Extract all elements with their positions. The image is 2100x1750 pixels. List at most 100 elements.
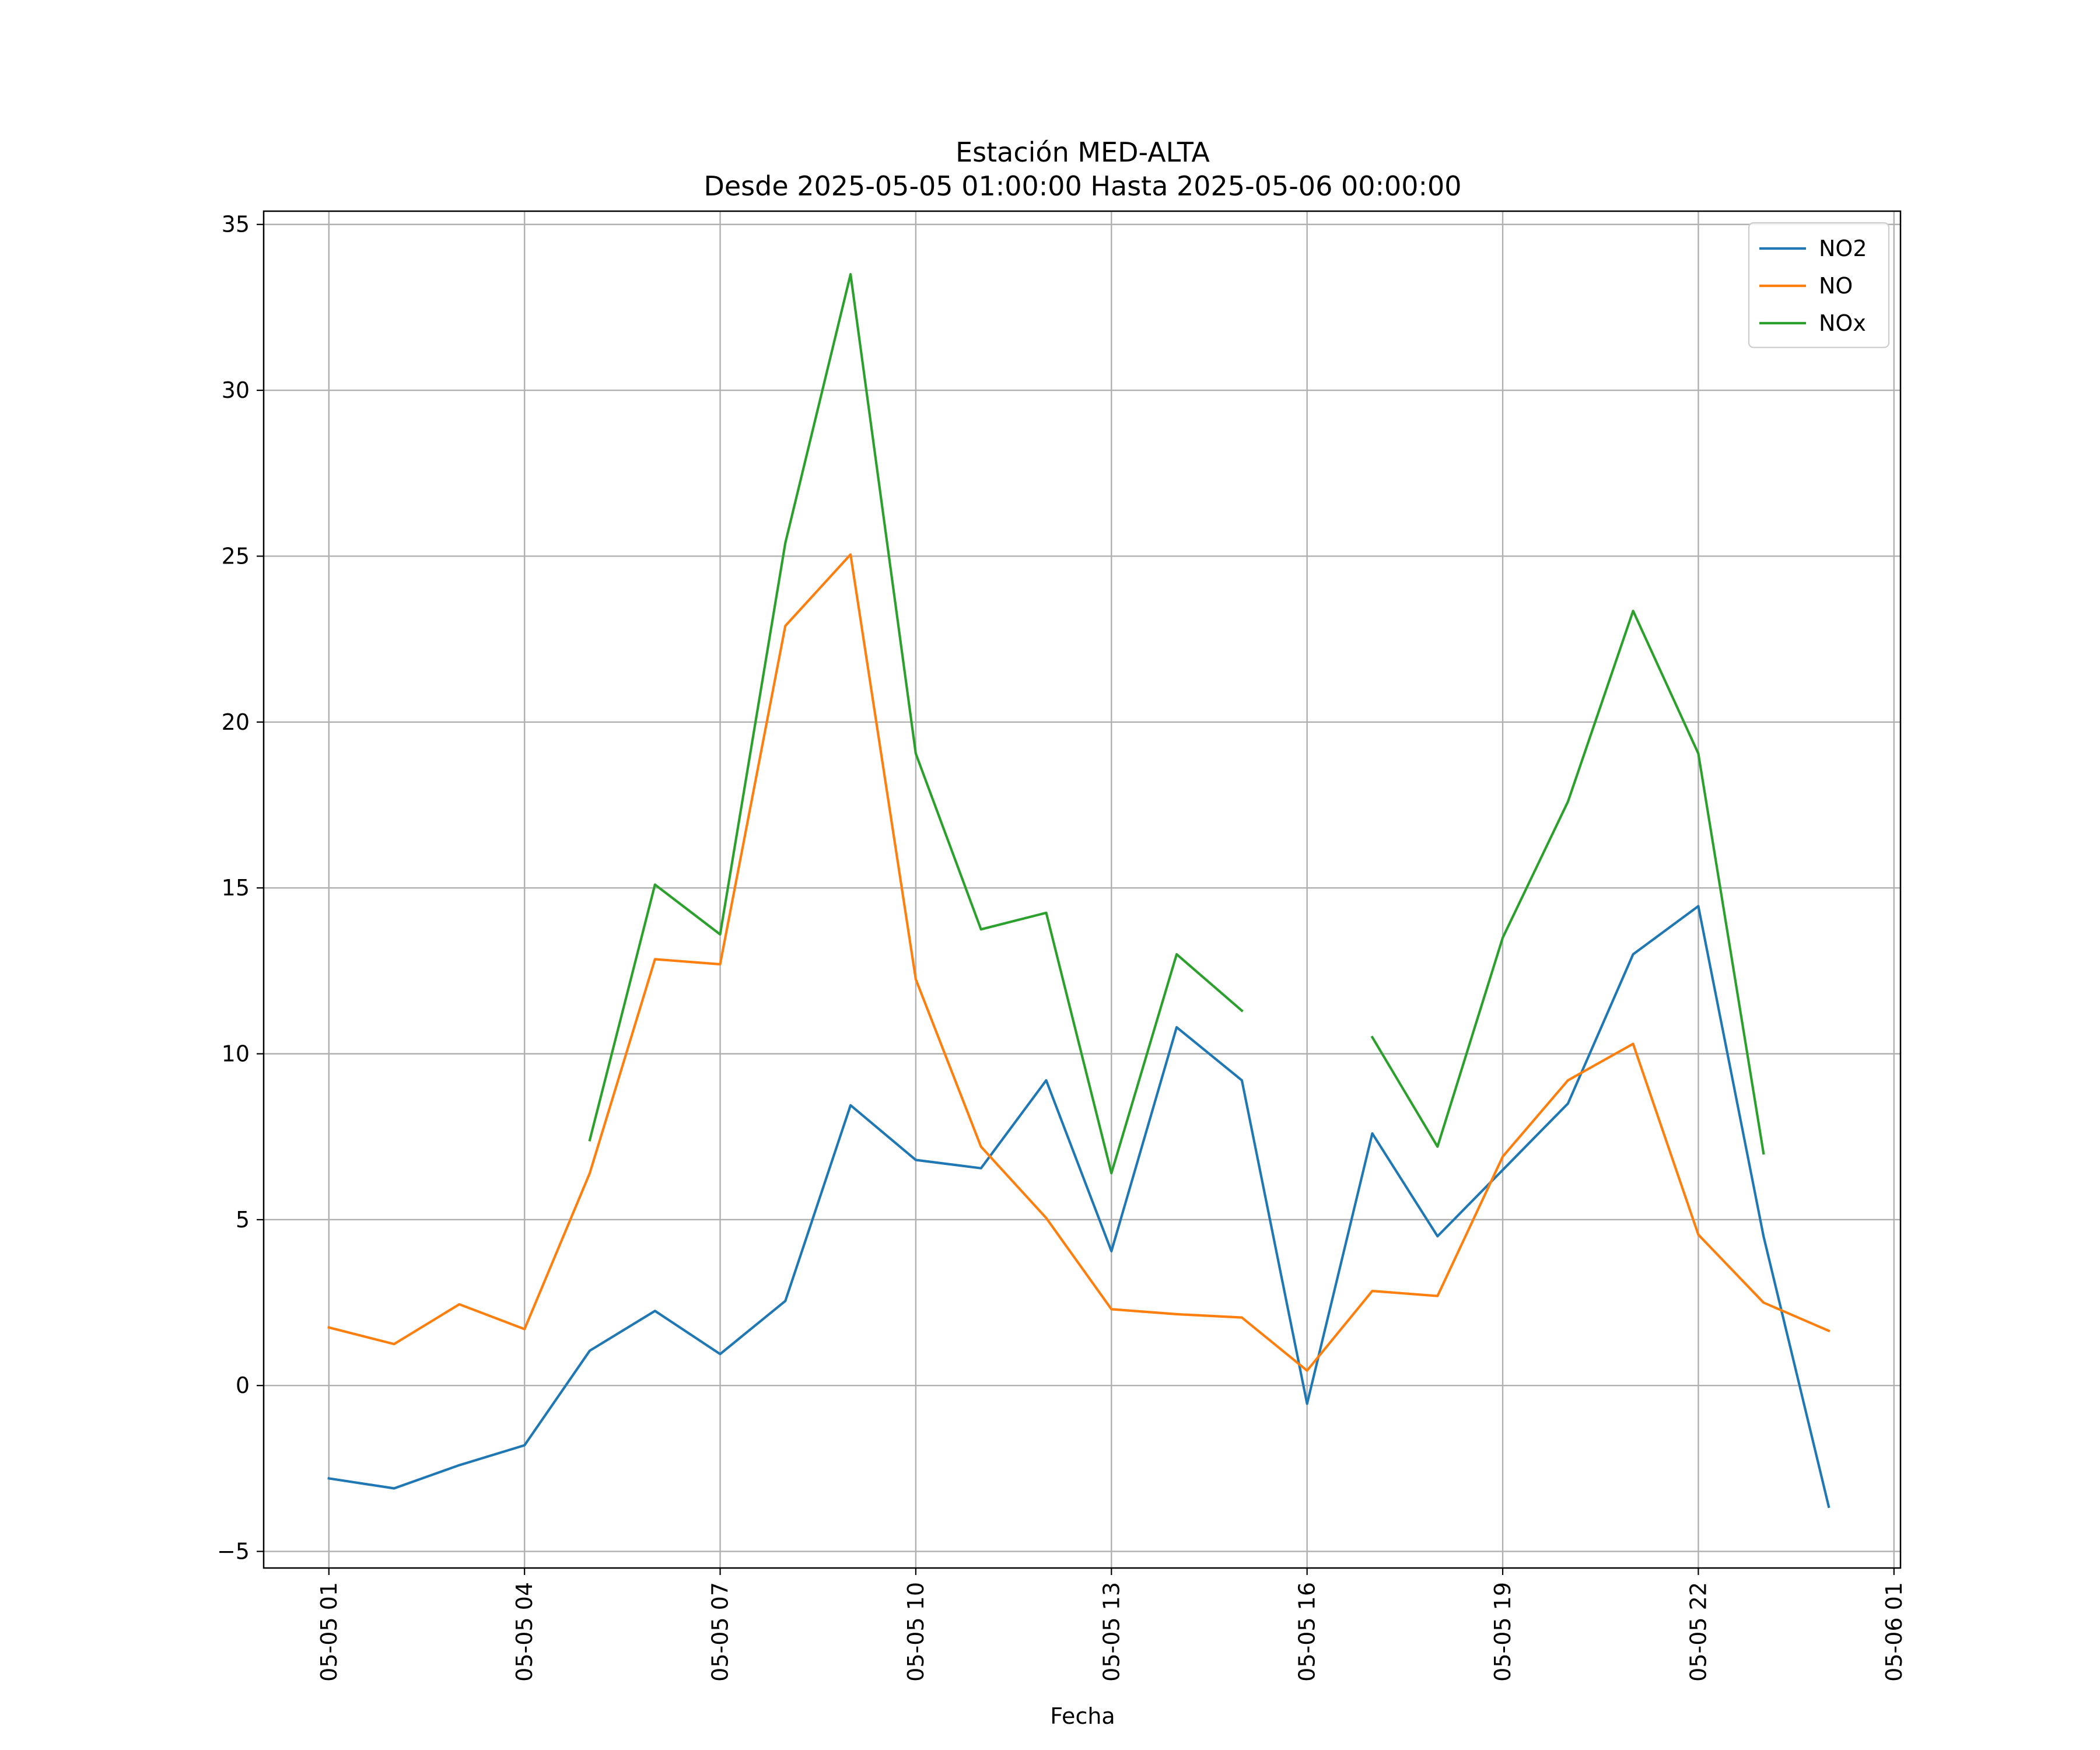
data-point-no2 [1697,905,1699,907]
data-point-nox [1045,912,1048,914]
data-point-no2 [1436,1235,1438,1237]
data-point-no2 [458,1464,460,1466]
x-tick-label: 05-05 19 [1490,1582,1516,1682]
legend-label-no2: NO2 [1819,236,1867,261]
data-point-nox [1110,1172,1112,1174]
data-point-no2 [1567,1102,1569,1105]
data-point-no2 [1045,1079,1048,1082]
data-point-no2 [1632,953,1634,956]
y-tick-label: 30 [222,377,250,403]
data-point-nox [719,933,722,936]
data-point-no [915,978,917,981]
data-point-no [1436,1295,1438,1297]
legend-label-nox: NOx [1819,310,1866,336]
y-tick-label: 25 [222,543,250,569]
data-point-no2 [589,1350,591,1352]
data-point-nox [654,884,656,886]
data-point-no [393,1343,396,1345]
y-tick-label: 10 [222,1041,250,1067]
x-tick-label: 05-05 13 [1098,1582,1124,1682]
data-point-no [589,1172,591,1174]
data-point-no2 [1175,1026,1178,1028]
series-line-nox [1370,610,1765,1155]
data-point-no [458,1303,460,1306]
data-point-no [1045,1217,1048,1219]
grid [264,211,1901,1568]
data-point-no2 [915,1159,917,1161]
legend: NO2 NO NOx [1748,222,1890,348]
data-point-no [1502,1156,1504,1158]
data-point-no [1632,1042,1634,1045]
data-point-no [1828,1329,1830,1332]
data-point-nox [784,542,786,544]
data-point-no [1371,1290,1374,1292]
data-point-nox [1762,1152,1765,1154]
data-point-no [1697,1234,1699,1236]
data-point-no [328,1326,330,1329]
data-point-no2 [1371,1132,1374,1135]
y-tick-label: 35 [222,212,250,237]
data-point-no2 [654,1310,656,1312]
x-tick-label: 05-05 22 [1685,1582,1711,1682]
data-point-no [1567,1079,1569,1082]
axis-ticks: 05-05 01 05-05 04 05-05 07 05-05 10 05-05 13… [217,212,1907,1682]
x-tick-label: 05-05 04 [512,1582,537,1682]
legend-label-no: NO [1819,273,1853,299]
y-tick-label: 15 [222,875,250,901]
data-point-no2 [523,1444,526,1447]
x-axis-label: Fecha [1050,1703,1115,1729]
data-point-no2 [393,1488,396,1490]
series-line-no2 [327,905,1831,1508]
data-point-nox [980,928,982,930]
plot-frame [262,210,1902,1569]
data-point-nox [1567,800,1569,803]
legend-box [1748,222,1890,348]
data-point-no [980,1146,982,1148]
data-point-no2 [784,1300,786,1302]
data-point-no2 [849,1104,852,1107]
data-point-nox [1502,937,1504,939]
data-point-nox [1175,953,1178,956]
data-point-nox [1371,1036,1374,1038]
x-tick-label: 05-05 07 [708,1582,733,1682]
data-point-no2 [1241,1079,1243,1082]
data-point-no2 [328,1477,330,1479]
x-tick-label: 05-06 01 [1881,1582,1907,1682]
data-point-no2 [1306,1403,1308,1405]
y-tick-label: −5 [217,1539,250,1564]
data-point-no [849,554,852,556]
chart-title: Estación MED-ALTA [956,136,1210,168]
data-point-no [719,963,722,965]
x-tick-label: 05-05 01 [316,1582,342,1682]
x-tick-label: 05-05 10 [903,1582,929,1682]
data-point-no2 [1502,1169,1504,1171]
y-tick-label: 0 [236,1373,250,1398]
data-point-no2 [719,1353,722,1355]
data-point-no2 [980,1167,982,1170]
x-tick-label: 05-05 16 [1294,1582,1320,1682]
data-point-no [784,625,786,627]
data-point-no2 [1828,1506,1830,1508]
data-point-nox [1697,752,1699,755]
data-point-no [1175,1313,1178,1315]
data-point-nox [849,273,852,275]
data-point-no [1306,1370,1308,1372]
y-tick-label: 20 [222,709,250,735]
series-line-no [327,553,1831,1372]
data-point-nox [1241,1010,1243,1012]
series-lines [327,273,1831,1508]
data-point-nox [1436,1146,1438,1148]
data-point-nox [589,1139,591,1141]
data-point-no [654,958,656,960]
data-point-nox [1632,610,1634,612]
data-point-nox [915,752,917,755]
data-point-no2 [1110,1250,1112,1252]
data-point-no [523,1328,526,1331]
chart-subtitle: Desde 2025-05-05 01:00:00 Hasta 2025-05-… [704,170,1461,202]
data-point-no [1762,1301,1765,1304]
data-point-no [1110,1308,1112,1310]
data-point-no2 [1762,1235,1765,1237]
data-point-no [1241,1317,1243,1319]
y-tick-label: 5 [236,1207,250,1233]
